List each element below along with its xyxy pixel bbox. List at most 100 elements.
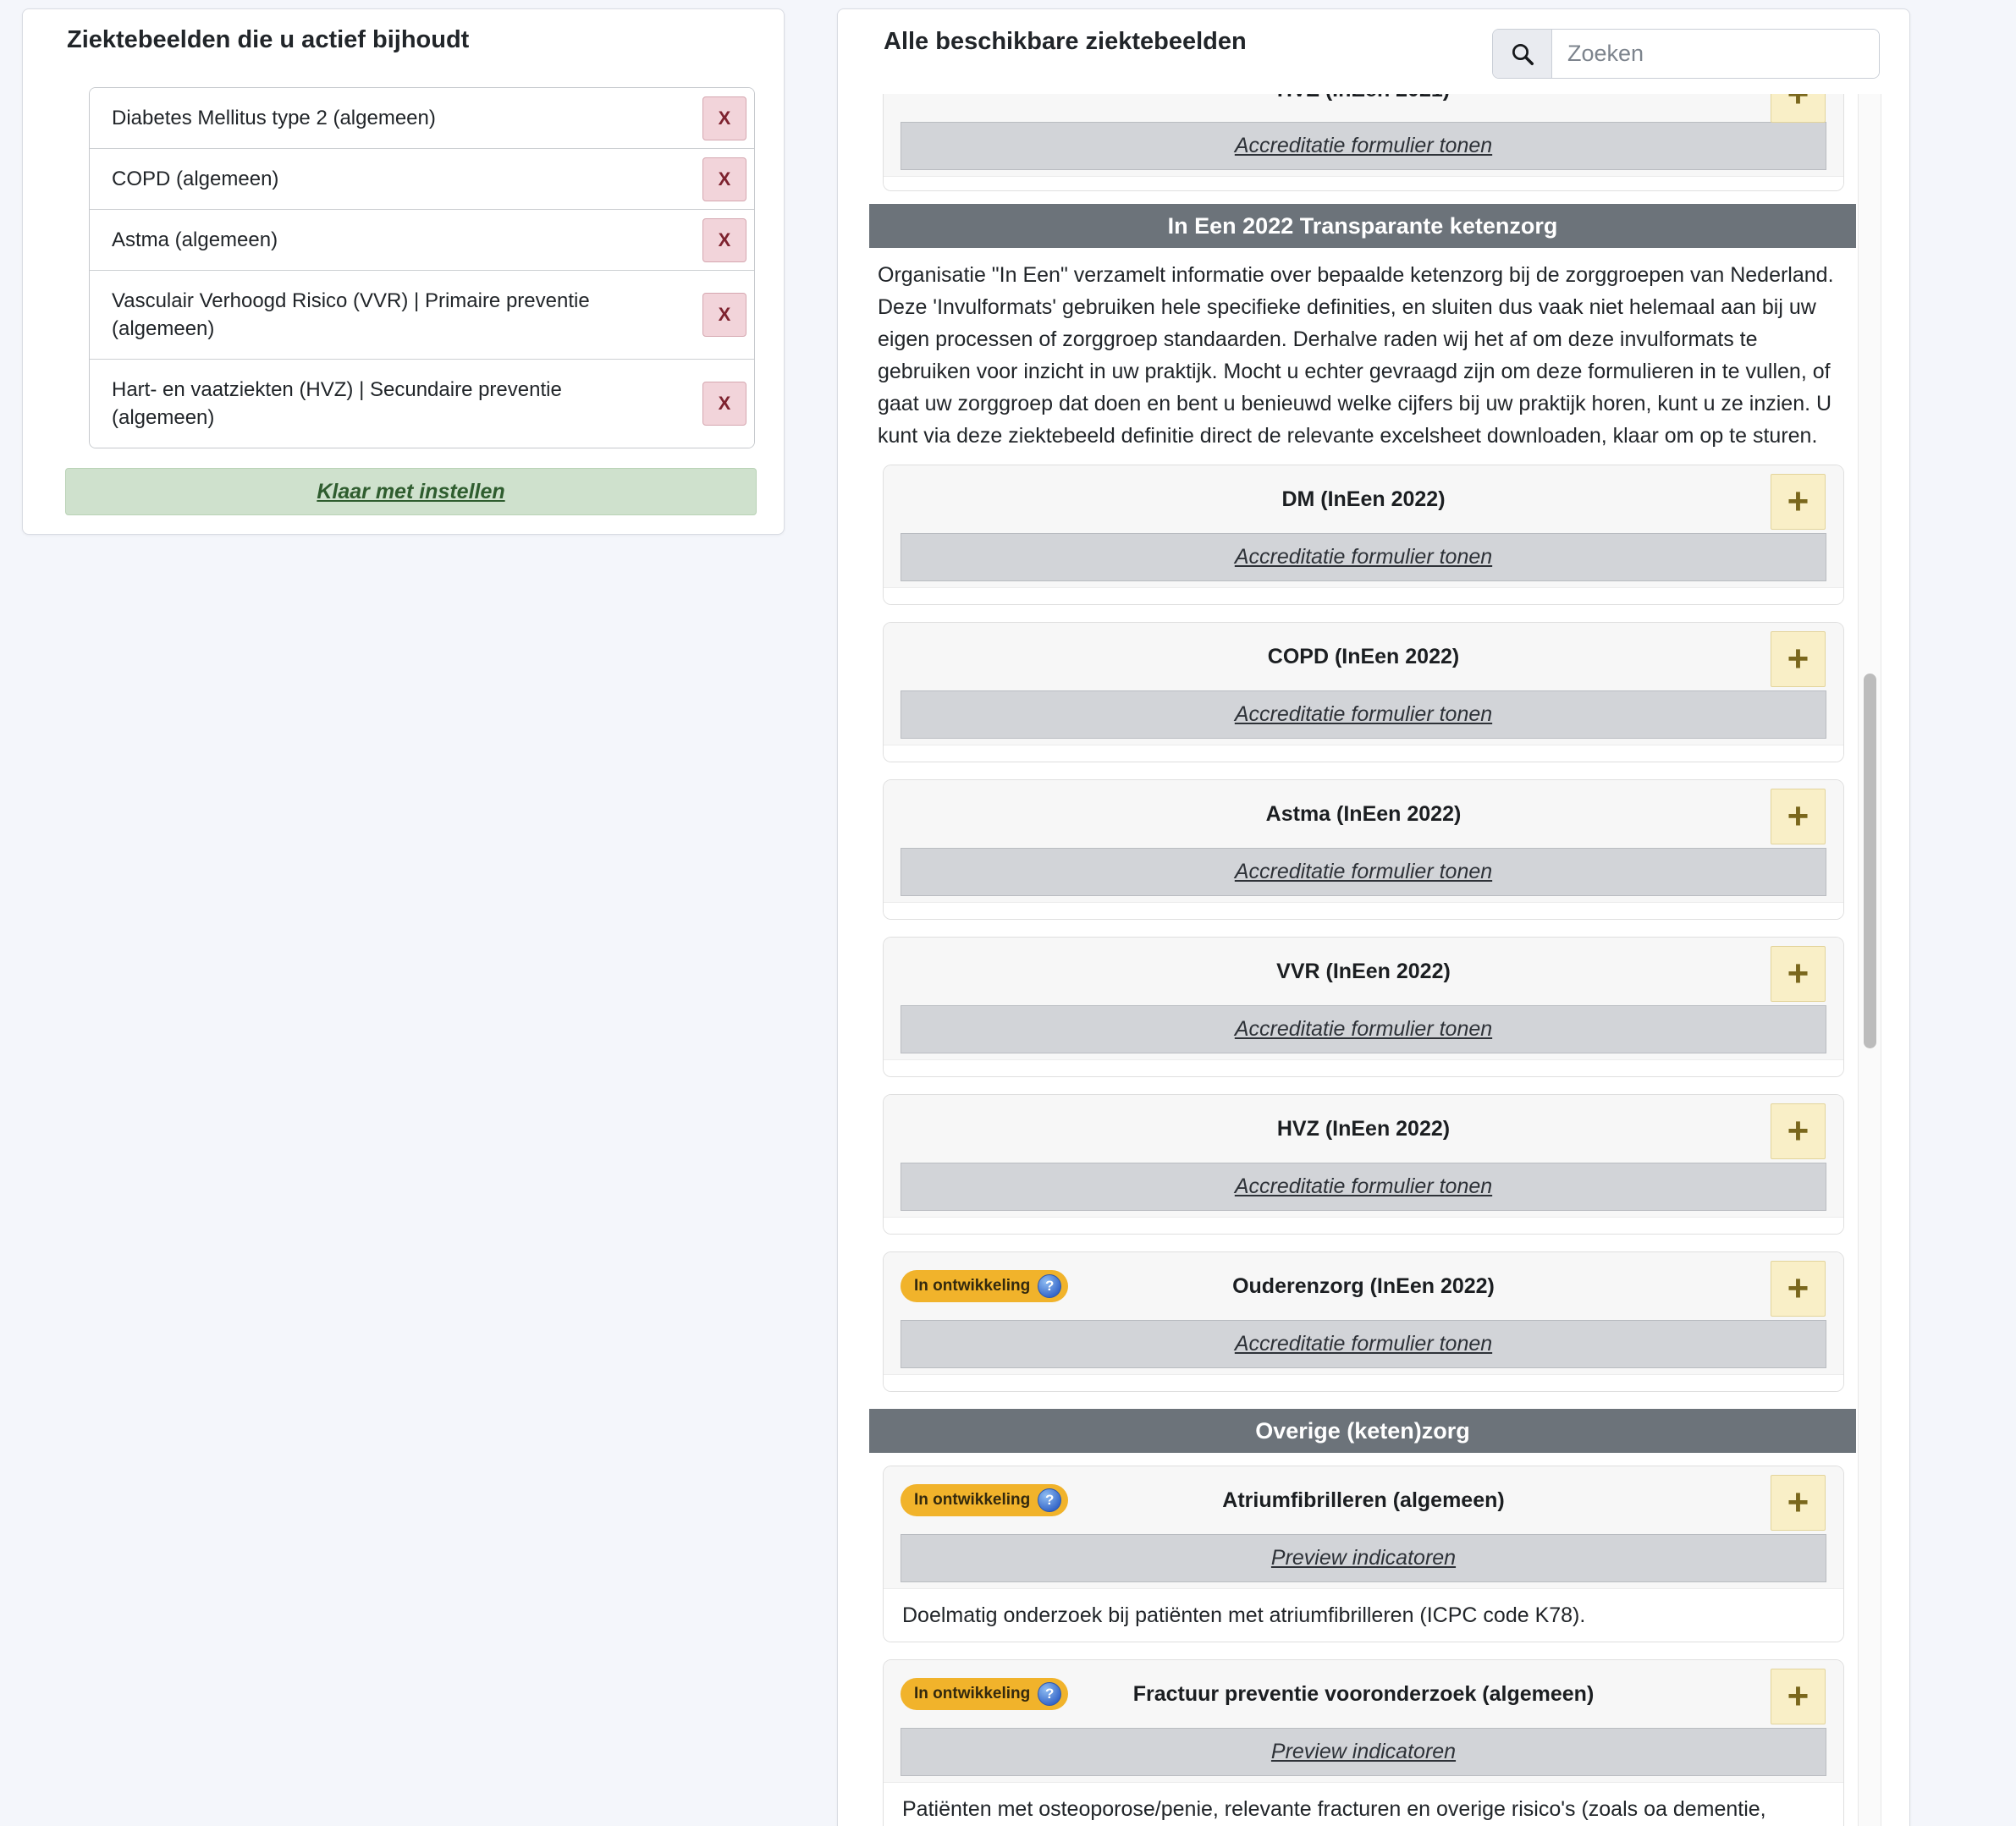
disease-card-footer [884,1374,1843,1391]
available-diseases-title: Alle beschikbare ziektebeelden [884,28,1247,55]
active-disease-label: Astma (algemeen) [112,228,278,251]
add-disease-button[interactable]: + [1771,1669,1826,1724]
remove-disease-button[interactable]: X [702,157,746,201]
disease-card-title: COPD (InEen 2022) [1267,644,1460,668]
disease-card-header: Astma (InEen 2022) + Accreditatie formulie… [884,780,1843,902]
disease-card-header: DM (InEen 2022) + Accreditatie formulier t… [884,465,1843,587]
card-action-link[interactable]: Preview indicatoren [901,1728,1826,1776]
active-disease-row: Vasculair Verhoogd Risico (VVR) | Primai… [90,271,754,360]
disease-card: In ontwikkeling? Fractuur preventie vooro… [883,1659,1844,1826]
disease-card: Astma (InEen 2022) + Accreditatie formulie… [883,779,1844,920]
disease-card-title: HVZ (InEen 2021) [1277,94,1450,102]
disease-card-footer [884,1217,1843,1234]
badge-help-icon[interactable]: ? [1038,1274,1062,1298]
active-disease-label: Vasculair Verhoogd Risico (VVR) | Primai… [112,289,590,340]
active-disease-row: Astma (algemeen) X [90,210,754,271]
disease-card-description: Doelmatig onderzoek bij patiënten met at… [884,1588,1843,1642]
disease-card-title-row: In ontwikkeling? Atriumfibrilleren (algem… [884,1466,1843,1534]
section-header: Overige (keten)zorg [869,1409,1856,1453]
card-action-link[interactable]: Preview indicatoren [901,1534,1826,1582]
disease-card-header: In ontwikkeling? Fractuur preventie vooro… [884,1660,1843,1782]
card-action-link[interactable]: Accreditatie formulier tonen [901,1005,1826,1053]
disease-card-title-row: DM (InEen 2022) + [884,465,1843,533]
add-disease-button[interactable]: + [1771,631,1826,687]
disease-card-title-row: VVR (InEen 2022) + [884,938,1843,1005]
section-header: In Een 2022 Transparante ketenzorg [869,204,1856,248]
disease-card-header: In ontwikkeling? Ouderenzorg (InEen 2022)… [884,1252,1843,1374]
disease-card-header: COPD (InEen 2022) + Accreditatie formulier… [884,623,1843,745]
scrollbar-thumb[interactable] [1864,674,1876,1048]
disease-card-header: VVR (InEen 2022) + Accreditatie formulier … [884,938,1843,1059]
disease-card-description: Patiënten met osteoporose/penie, relevan… [884,1782,1843,1826]
disease-card-header: In ontwikkeling? Atriumfibrilleren (algem… [884,1466,1843,1588]
card-action-link[interactable]: Accreditatie formulier tonen [901,1320,1826,1368]
active-disease-list: Diabetes Mellitus type 2 (algemeen) X COPD… [89,87,755,448]
active-disease-label: COPD (algemeen) [112,168,279,190]
search-icon [1493,30,1552,78]
disease-card: VVR (InEen 2022) + Accreditatie formulier … [883,937,1844,1077]
done-button[interactable]: Klaar met instellen [65,468,757,515]
active-diseases-title: Ziektebeelden die u actief bijhoudt [67,26,470,53]
section-intro: Organisatie "In Een" verzamelt informati… [878,263,1834,448]
active-disease-label: Diabetes Mellitus type 2 (algemeen) [112,107,436,129]
card-action-link[interactable]: Accreditatie formulier tonen [901,690,1826,739]
disease-card-title: Ouderenzorg (InEen 2022) [1232,1273,1495,1298]
disease-card-title-row: Astma (InEen 2022) + [884,780,1843,848]
in-development-badge: In ontwikkeling? [901,1270,1069,1302]
active-disease-label: Hart- en vaatziekten (HVZ) | Secundaire … [112,378,562,429]
disease-card-title: Fractuur preventie vooronderzoek (algeme… [1132,1681,1595,1706]
disease-card-title: HVZ (InEen 2022) [1276,1116,1451,1141]
partial-card-clip: HVZ (InEen 2021) + Accreditatie formulie… [883,94,1844,191]
disease-card: COPD (InEen 2022) + Accreditatie formulier… [883,622,1844,762]
disease-card-title: Astma (InEen 2022) [1265,801,1462,826]
disease-card-title: Atriumfibrilleren (algemeen) [1222,1488,1505,1512]
active-disease-row: Hart- en vaatziekten (HVZ) | Secundaire … [90,360,754,448]
disease-card-footer [884,1059,1843,1076]
add-disease-button[interactable]: + [1771,1475,1826,1531]
search-input[interactable] [1552,30,1879,78]
in-development-badge-label: In ontwikkeling [914,1685,1031,1702]
disease-card-title: DM (InEen 2022) [1281,487,1446,511]
disease-card-header: HVZ (InEen 2022) + Accreditatie formulier … [884,1095,1843,1217]
available-diseases-panel: Alle beschikbare ziektebeelden HVZ (InEe… [837,8,1910,1826]
badge-help-icon[interactable]: ? [1038,1682,1062,1706]
add-disease-button[interactable]: + [1771,946,1826,1002]
disease-list-viewport[interactable]: HVZ (InEen 2021) + Accreditatie formulie… [869,94,1856,1826]
active-diseases-panel: Ziektebeelden die u actief bijhoudt Diab… [22,8,785,535]
disease-card-footer [884,745,1843,762]
disease-card: In ontwikkeling? Atriumfibrilleren (algem… [883,1466,1844,1642]
disease-card-title: VVR (InEen 2022) [1276,959,1451,983]
in-development-badge: In ontwikkeling? [901,1484,1069,1516]
card-action-link[interactable]: Accreditatie formulier tonen [901,122,1826,170]
remove-disease-button[interactable]: X [702,96,746,140]
active-disease-row: Diabetes Mellitus type 2 (algemeen) X [90,88,754,149]
disease-card: DM (InEen 2022) + Accreditatie formulier t… [883,465,1844,605]
disease-card-title-row: HVZ (InEen 2022) + [884,1095,1843,1163]
active-disease-row: COPD (algemeen) X [90,149,754,210]
add-disease-button[interactable]: + [1771,789,1826,844]
disease-card-title-row: In ontwikkeling? Ouderenzorg (InEen 2022)… [884,1252,1843,1320]
card-action-link[interactable]: Accreditatie formulier tonen [901,1163,1826,1211]
in-development-badge: In ontwikkeling? [901,1678,1069,1710]
add-disease-button[interactable]: + [1771,94,1826,123]
disease-card-footer [884,902,1843,919]
disease-card: HVZ (InEen 2021) + Accreditatie formulie… [883,94,1844,191]
disease-card-footer [884,587,1843,604]
card-action-link[interactable]: Accreditatie formulier tonen [901,848,1826,896]
scrollbar-track[interactable] [1858,94,1881,1826]
add-disease-button[interactable]: + [1771,1261,1826,1317]
disease-card-title-row: In ontwikkeling? Fractuur preventie vooro… [884,1660,1843,1728]
card-action-link[interactable]: Accreditatie formulier tonen [901,533,1826,581]
disease-card: In ontwikkeling? Ouderenzorg (InEen 2022)… [883,1251,1844,1392]
add-disease-button[interactable]: + [1771,474,1826,530]
remove-disease-button[interactable]: X [702,293,746,337]
disease-card-footer [884,176,1843,190]
badge-help-icon[interactable]: ? [1038,1488,1062,1512]
remove-disease-button[interactable]: X [702,217,746,262]
disease-card: HVZ (InEen 2022) + Accreditatie formulier … [883,1094,1844,1235]
disease-card-title-row: COPD (InEen 2022) + [884,623,1843,690]
search-box [1492,29,1880,79]
remove-disease-button[interactable]: X [702,382,746,426]
add-disease-button[interactable]: + [1771,1103,1826,1159]
in-development-badge-label: In ontwikkeling [914,1277,1031,1295]
